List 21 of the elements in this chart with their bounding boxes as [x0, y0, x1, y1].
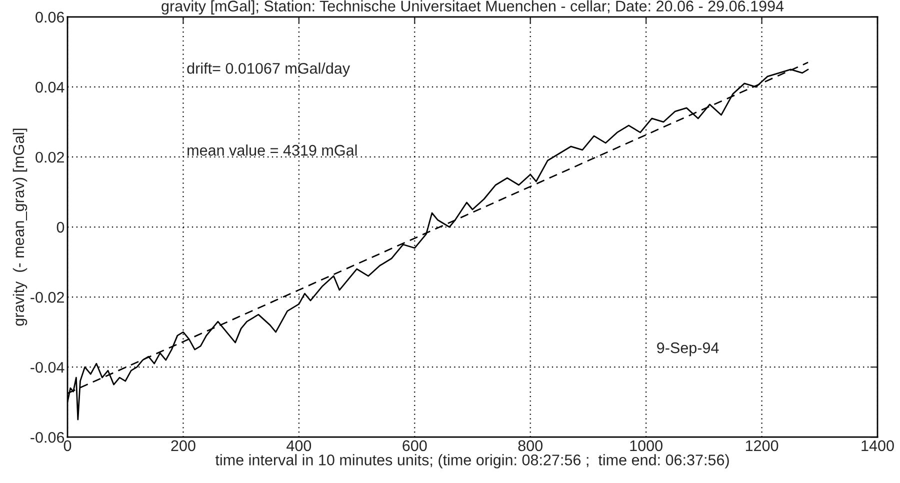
- y-tick-label: 0.04: [36, 82, 64, 93]
- x-tick-label: 1400: [862, 440, 894, 452]
- x-tick-label: 800: [518, 440, 543, 452]
- y-tick-label: 0.06: [36, 12, 64, 23]
- y-tick-label: -0.04: [30, 362, 64, 373]
- annotation: mean value = 4319 mGal: [188, 144, 357, 156]
- y-tick-label: 0.02: [36, 152, 64, 163]
- x-axis-title: time interval in 10 minutes units; (time origin: 08:27:56 ; time end: 06:37:56): [215, 454, 729, 468]
- x-tick-label: 1200: [746, 440, 778, 452]
- x-tick-label: 1000: [630, 440, 662, 452]
- x-tick-label: 400: [286, 440, 312, 452]
- x-tick-label: 600: [402, 440, 427, 452]
- y-axis-title: gravity (- mean_grav) [mGal]: [12, 128, 28, 326]
- annotation: drift= 0.01067 mGal/day: [187, 62, 350, 77]
- x-tick-label: 0: [64, 440, 72, 452]
- y-tick-label: 0: [56, 222, 64, 233]
- chart-title: gravity [mGal]; Station: Technische Universitaet Muenchen - cellar; Date: 20.06 - 29.06.1994: [162, 0, 784, 15]
- annotation: 9-Sep-94: [657, 342, 719, 356]
- x-tick-label: 200: [171, 440, 196, 452]
- y-tick-label: -0.06: [30, 432, 64, 443]
- y-tick-label: -0.02: [30, 292, 64, 303]
